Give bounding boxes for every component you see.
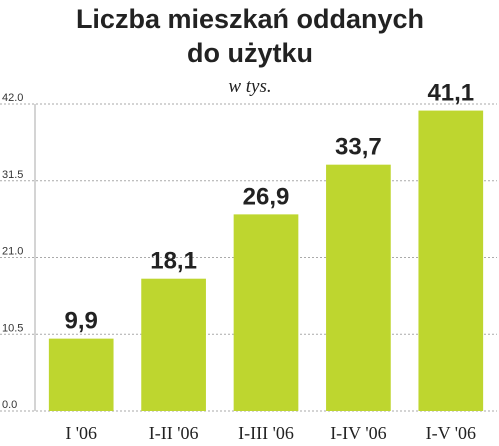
value-label: 18,1 xyxy=(150,248,197,275)
bar xyxy=(48,338,114,411)
value-label: 41,1 xyxy=(427,80,474,107)
x-tick-label: I-III '06 xyxy=(238,423,294,443)
bar xyxy=(326,164,391,411)
x-tick-label: I '06 xyxy=(65,423,97,443)
y-tick-label: 31.5 xyxy=(2,169,23,181)
chart-title: do użytku xyxy=(187,38,313,68)
value-label: 33,7 xyxy=(335,134,382,161)
y-tick-label: 21.0 xyxy=(2,246,23,258)
bar xyxy=(233,214,299,411)
bar xyxy=(418,110,484,411)
x-tick-label: I-IV '06 xyxy=(330,423,386,443)
value-label: 9,9 xyxy=(65,308,98,335)
y-tick-label: 0.0 xyxy=(2,399,17,411)
chart-title: Liczba mieszkań oddanych xyxy=(76,4,424,34)
chart-subtitle: w tys. xyxy=(228,76,271,97)
y-tick-label: 42.0 xyxy=(2,92,23,104)
y-tick-label: 10.5 xyxy=(2,322,23,334)
value-label: 26,9 xyxy=(243,183,290,210)
bar xyxy=(141,278,206,411)
x-tick-label: I-V '06 xyxy=(426,423,476,443)
x-tick-label: I-II '06 xyxy=(149,423,199,443)
